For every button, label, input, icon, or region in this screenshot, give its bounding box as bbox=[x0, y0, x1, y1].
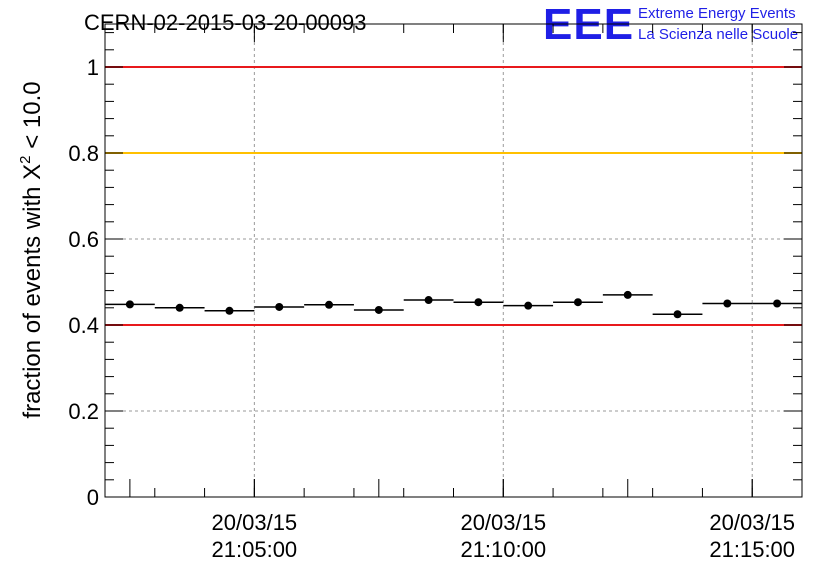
data-point bbox=[723, 299, 732, 308]
data-point bbox=[474, 298, 483, 307]
y-tick-label: 0.8 bbox=[68, 141, 99, 166]
data-point bbox=[773, 299, 782, 308]
y-axis: 0 0.2 0.4 0.6 0.8 1 bbox=[68, 32, 802, 510]
data-point bbox=[225, 306, 234, 315]
data-point bbox=[573, 298, 582, 307]
y-tick-label: 0.6 bbox=[68, 227, 99, 252]
data-series bbox=[105, 290, 802, 319]
y-tick-label: 0 bbox=[87, 485, 99, 510]
eee-logo-line-1: Extreme Energy Events bbox=[638, 5, 796, 22]
eee-logo-line-2: La Scienza nelle Scuole bbox=[638, 26, 799, 43]
y-axis-label: fraction of events with X2 < 10.0 bbox=[17, 81, 46, 418]
y-axis-label-prefix: fraction of events with bbox=[19, 180, 46, 419]
chart-title: CERN-02-2015-03-20-00093 bbox=[84, 10, 367, 35]
y-axis-label-suffix: < 10.0 bbox=[19, 81, 46, 155]
y-tick-label: 0.4 bbox=[68, 313, 99, 338]
y-axis-label-superscript: 2 bbox=[17, 155, 34, 163]
reference-lines bbox=[105, 66, 802, 326]
plot-frame bbox=[104, 23, 803, 498]
x-tick-label-date: 20/03/15 bbox=[460, 510, 546, 535]
x-axis: 20/03/1521:05:0020/03/1521:10:0020/03/15… bbox=[104, 24, 803, 562]
data-point bbox=[175, 303, 184, 312]
x-tick-label-time: 21:15:00 bbox=[709, 537, 795, 562]
data-point bbox=[623, 290, 632, 299]
data-point bbox=[673, 310, 682, 319]
x-tick-label-time: 21:10:00 bbox=[460, 537, 546, 562]
x-tick-label-date: 20/03/15 bbox=[709, 510, 795, 535]
data-point bbox=[275, 302, 284, 311]
data-point bbox=[125, 300, 134, 309]
y-axis-label-symbol: X bbox=[19, 164, 46, 180]
data-point bbox=[325, 300, 334, 309]
data-point bbox=[374, 305, 383, 314]
grid-lines bbox=[105, 24, 802, 497]
data-point bbox=[424, 296, 433, 305]
y-tick-label: 0.2 bbox=[68, 399, 99, 424]
y-tick-label: 1 bbox=[87, 55, 99, 80]
x-tick-label-time: 21:05:00 bbox=[212, 537, 298, 562]
x-tick-label-date: 20/03/15 bbox=[212, 510, 298, 535]
data-point bbox=[524, 301, 533, 310]
